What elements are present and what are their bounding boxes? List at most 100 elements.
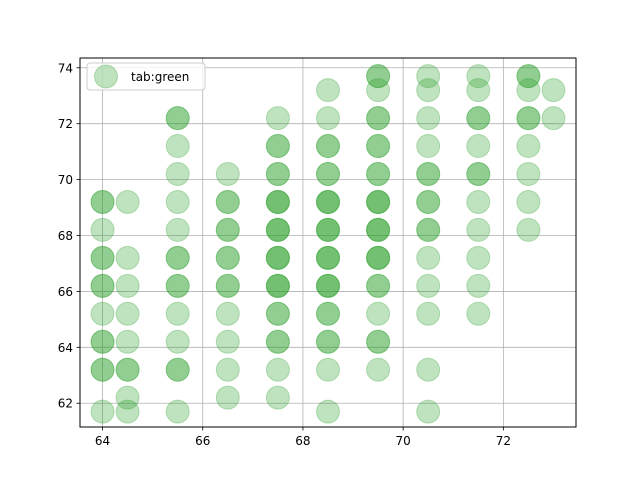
scatter-point (316, 329, 340, 354)
scatter-point (466, 134, 491, 159)
scatter-point (516, 64, 541, 89)
x-tick-label: 70 (396, 434, 411, 448)
y-tick-label: 72 (58, 117, 73, 131)
scatter-point (466, 301, 491, 326)
scatter-point (90, 273, 115, 298)
legend: tab:green (86, 62, 206, 91)
legend-box (86, 62, 206, 91)
plot-area (80, 58, 576, 427)
scatter-point (115, 385, 140, 410)
scatter-point (165, 357, 190, 382)
plot-frame (79, 57, 577, 428)
scatter-point (366, 217, 391, 242)
x-tick-label: 66 (195, 434, 210, 448)
scatter-point (165, 357, 190, 382)
scatter-point (366, 162, 391, 187)
scatter-point (366, 134, 391, 159)
scatter-point (316, 106, 340, 131)
scatter-point (265, 134, 290, 159)
scatter-point (466, 78, 491, 103)
scatter-point (366, 78, 391, 103)
scatter-point (265, 134, 290, 159)
scatter-point (366, 217, 391, 242)
scatter-point (516, 134, 541, 159)
scatter-point (265, 162, 290, 187)
scatter-point (265, 217, 290, 242)
scatter-point (466, 64, 491, 89)
scatter-points (90, 64, 566, 424)
y-tick-label: 64 (58, 341, 73, 355)
scatter-point (165, 301, 190, 326)
scatter-point (416, 64, 441, 89)
scatter-point (165, 329, 190, 354)
scatter-point (265, 273, 290, 298)
scatter-point (115, 245, 140, 270)
scatter-point (265, 245, 290, 270)
scatter-point (316, 162, 340, 187)
scatter-point (265, 273, 290, 298)
scatter-point (466, 162, 491, 187)
scatter-point (165, 162, 190, 187)
x-tick-label: 72 (496, 434, 511, 448)
scatter-point (115, 301, 140, 326)
scatter-point (265, 329, 290, 354)
scatter-point (265, 357, 290, 382)
scatter-point (165, 399, 190, 424)
scatter-point (115, 399, 140, 424)
scatter-point (265, 217, 290, 242)
scatter-point (316, 245, 340, 270)
scatter-point (215, 162, 240, 187)
scatter-point (316, 217, 340, 242)
scatter-point (215, 217, 240, 242)
scatter-point (316, 162, 340, 187)
scatter-point (115, 357, 140, 382)
scatter-point (265, 106, 290, 131)
scatter-point (165, 273, 190, 298)
scatter-point (416, 273, 441, 298)
scatter-point (316, 134, 340, 159)
scatter-point (265, 162, 290, 187)
scatter-point (366, 217, 391, 242)
scatter-point (516, 106, 541, 131)
scatter-point (215, 189, 240, 214)
scatter-point (516, 217, 541, 242)
scatter-point (265, 217, 290, 242)
grid (80, 58, 576, 427)
scatter-point (215, 189, 240, 214)
scatter-point (90, 189, 115, 214)
scatter-point (316, 217, 340, 242)
scatter-point (165, 106, 190, 131)
scatter-point (215, 273, 240, 298)
scatter-point (265, 301, 290, 326)
scatter-point (466, 106, 491, 131)
scatter-point (90, 245, 115, 270)
scatter-point (416, 162, 441, 187)
scatter-point (516, 64, 541, 89)
y-tick-label: 74 (58, 61, 73, 75)
scatter-point (416, 245, 441, 270)
axis-ticks: 64 66 68 70 72 62 64 66 68 70 72 74 (58, 61, 511, 448)
scatter-point (90, 189, 115, 214)
scatter-point (466, 189, 491, 214)
scatter-point (265, 245, 290, 270)
scatter-point (90, 329, 115, 354)
scatter-point (90, 399, 115, 424)
scatter-point (265, 189, 290, 214)
scatter-point (416, 106, 441, 131)
scatter-point (316, 301, 340, 326)
scatter-point (416, 189, 441, 214)
legend-marker (94, 64, 118, 89)
scatter-point (316, 245, 340, 270)
scatter-point (366, 64, 391, 89)
scatter-point (516, 106, 541, 131)
scatter-point (516, 162, 541, 187)
scatter-point (366, 329, 391, 354)
scatter-point (265, 245, 290, 270)
scatter-point (215, 385, 240, 410)
scatter-point (366, 162, 391, 187)
scatter-point (366, 329, 391, 354)
scatter-point (165, 189, 190, 214)
scatter-point (165, 217, 190, 242)
y-tick-label: 68 (58, 229, 73, 243)
